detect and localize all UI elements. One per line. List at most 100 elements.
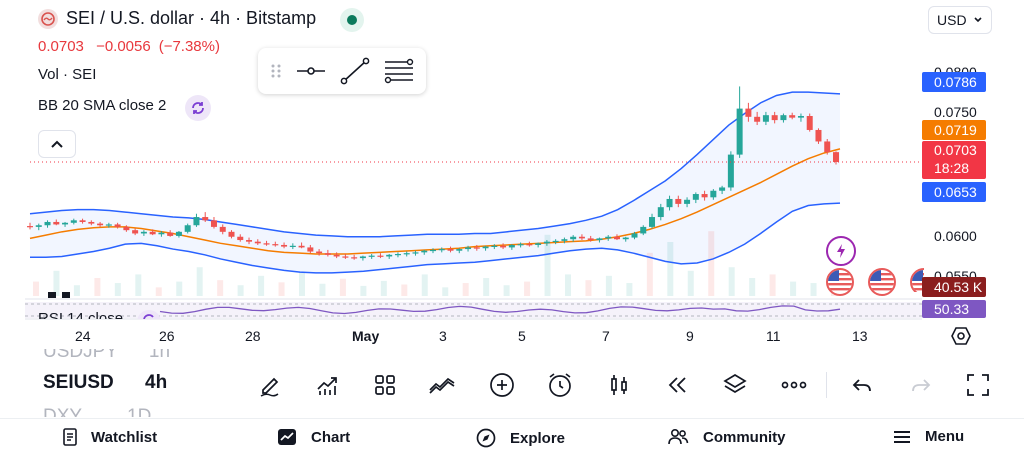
candle-body [158, 232, 165, 235]
candles-icon[interactable] [604, 370, 634, 400]
horizontal-line-icon[interactable] [294, 56, 328, 86]
volume-bar [524, 281, 531, 296]
candle-body [649, 217, 656, 227]
redo-icon[interactable] [906, 370, 936, 400]
watchlist-next[interactable]: DXY 1D [43, 405, 151, 417]
draw-icon[interactable] [255, 370, 285, 400]
watchlist-prev-tf: 1h [148, 349, 171, 360]
chevron-down-icon [974, 17, 982, 23]
price-chart[interactable] [0, 0, 1024, 350]
bar-countdown: 18:28 [934, 160, 970, 176]
price-tick: 0.0600 [934, 228, 977, 244]
candle-body [447, 249, 454, 251]
volume-bar [33, 281, 39, 296]
candle-body [281, 244, 288, 247]
community-icon [668, 428, 689, 445]
volume-bar [565, 274, 571, 296]
candle-body [97, 223, 104, 226]
volume-bar [73, 285, 80, 296]
market-status-icon[interactable] [340, 8, 364, 32]
bollinger-indicator-label[interactable]: BB 20 SMA close 2 [38, 97, 167, 114]
bb-basis-line [29, 148, 841, 255]
candle-body [640, 226, 647, 234]
candle-body [657, 207, 664, 218]
candle-body [833, 152, 839, 162]
sync-icon[interactable] [185, 95, 211, 121]
watchlist-current[interactable]: SEIUSD 4h [43, 372, 167, 394]
compare-icon[interactable] [427, 370, 457, 400]
volume-bar [728, 267, 735, 296]
volume-bar [769, 274, 776, 296]
layers-icon[interactable] [720, 370, 750, 400]
rsi-indicator-label[interactable]: RSI 14 close [38, 310, 124, 319]
sync-icon[interactable] [136, 309, 162, 319]
candle-body [578, 236, 585, 239]
candle-body [675, 198, 682, 204]
candle-body [272, 244, 279, 246]
volume-bar [319, 283, 326, 296]
current-symbol: SEIUSD [43, 372, 114, 393]
date-tick: 11 [766, 328, 781, 344]
last-price-label: 0.0703 18:28 [922, 141, 986, 179]
candle-body [193, 217, 200, 226]
candle-body [745, 108, 752, 117]
more-icon[interactable] [779, 370, 809, 400]
bb-fill [30, 92, 840, 273]
candle-body [473, 247, 480, 249]
volume-bar [790, 281, 797, 296]
chart-marker [48, 292, 56, 298]
volume-bar [258, 275, 265, 296]
current-timeframe[interactable]: 4h [145, 372, 168, 393]
candle-body [140, 231, 147, 234]
currency-select[interactable]: USD [928, 6, 992, 34]
collapse-legend-button[interactable] [38, 130, 76, 158]
volume-bar [114, 283, 121, 296]
lightning-icon[interactable] [826, 236, 856, 266]
us-flag-icon[interactable] [826, 268, 854, 296]
candle-body [596, 238, 603, 241]
layouts-icon[interactable] [370, 370, 400, 400]
undo-icon[interactable] [847, 370, 877, 400]
candle-body [27, 226, 33, 228]
replay-icon[interactable] [662, 370, 692, 400]
candle-body [815, 129, 822, 142]
candle-body [789, 115, 796, 118]
candle-body [754, 116, 761, 122]
volume-bar [810, 283, 817, 296]
candle-body [684, 199, 691, 204]
indicators-icon[interactable] [312, 370, 342, 400]
candle-body [289, 245, 296, 247]
fib-lines-icon[interactable] [382, 56, 416, 86]
bb-upper-line [29, 91, 841, 238]
volume-bar [237, 285, 244, 296]
volume-indicator-label[interactable]: Vol · SEI [38, 66, 97, 83]
alert-icon[interactable] [545, 370, 575, 400]
us-flag-icon[interactable] [868, 268, 896, 296]
candle-body [44, 221, 51, 226]
candle-body [806, 116, 813, 130]
add-icon[interactable] [487, 370, 517, 400]
symbol-title[interactable]: SEI / U.S. dollar · 4h · Bitstamp [66, 8, 317, 28]
volume-bar [196, 267, 203, 296]
nav-chart[interactable]: Chart [277, 428, 350, 446]
watchlist-prev[interactable]: USDJPY 1h [43, 349, 170, 360]
drag-handle-icon[interactable] [264, 59, 288, 83]
candle-body [517, 244, 524, 246]
volume-bar [667, 242, 674, 296]
trend-line-icon[interactable] [338, 56, 372, 86]
last-price-value: 0.0703 [934, 142, 977, 158]
volume-bar [483, 278, 490, 296]
candle-body [123, 226, 130, 231]
nav-community[interactable]: Community [667, 428, 786, 446]
us-flag-icon[interactable] [910, 268, 924, 292]
candle-body [701, 194, 708, 198]
nav-menu[interactable]: Menu [893, 428, 964, 445]
nav-explore[interactable]: Explore [476, 428, 565, 448]
nav-watchlist[interactable]: Watchlist [63, 428, 157, 446]
chart-settings-icon[interactable] [950, 326, 972, 346]
candle-body [552, 240, 559, 243]
candle-body [210, 220, 217, 227]
fullscreen-icon[interactable] [963, 370, 993, 400]
candle-body [228, 231, 235, 237]
volume-bar [299, 272, 305, 296]
